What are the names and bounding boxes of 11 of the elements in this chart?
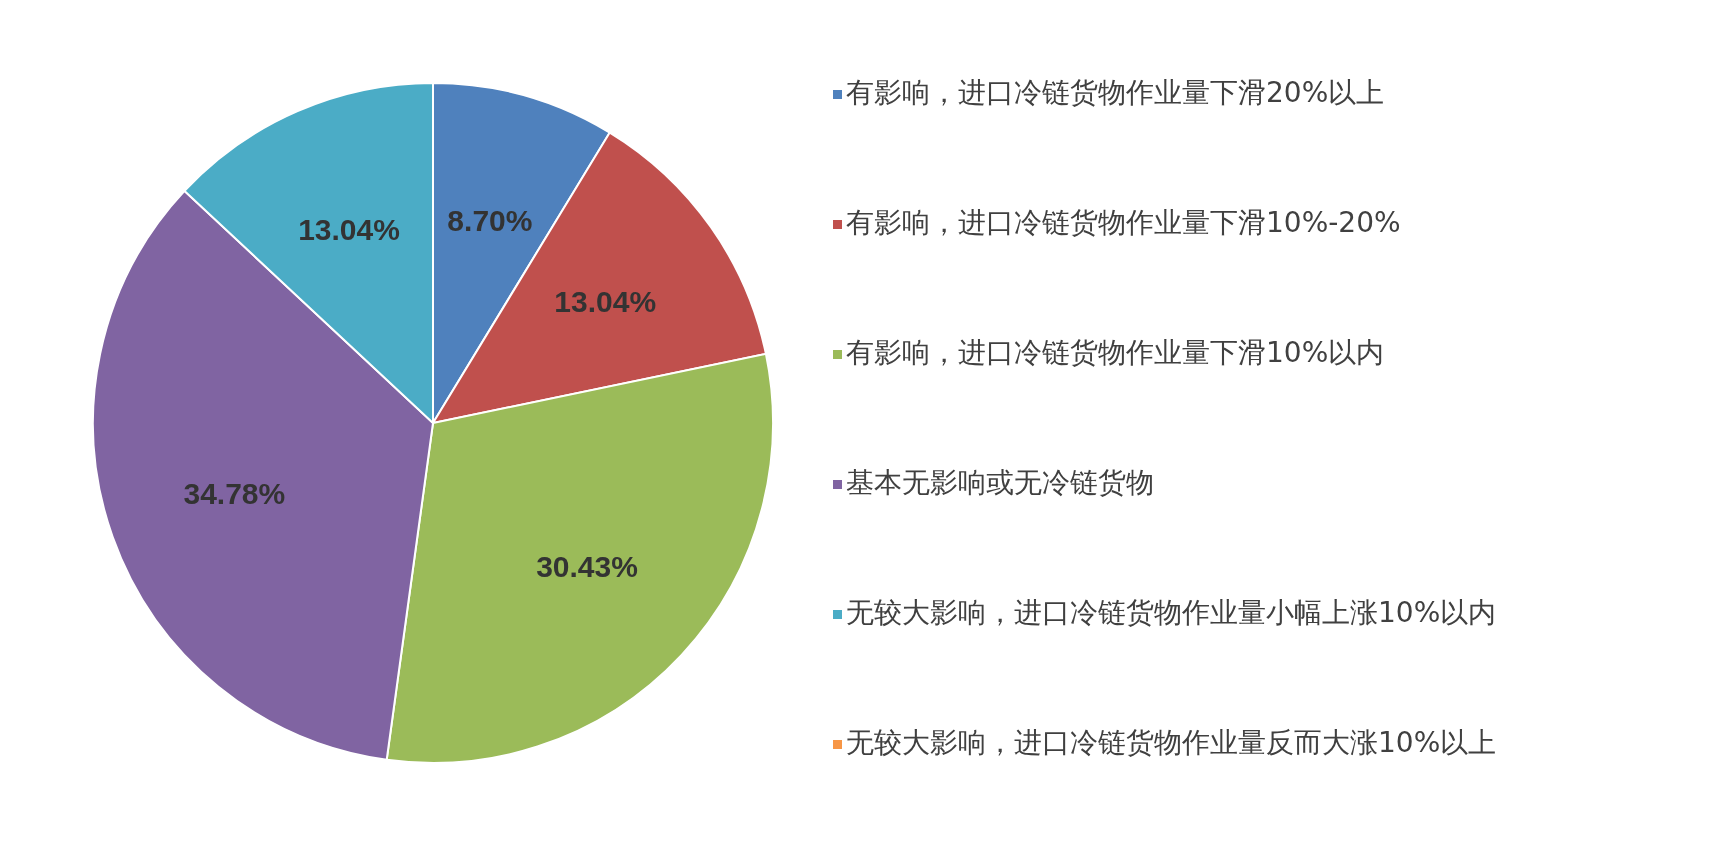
legend-label: 有影响，进口冷链货物作业量下滑10%以内 — [846, 336, 1385, 369]
data-label: 13.04% — [298, 213, 400, 247]
legend-label: 有影响，进口冷链货物作业量下滑10%-20% — [846, 206, 1401, 239]
legend-label: 基本无影响或无冷链货物 — [846, 466, 1154, 499]
legend-label: 无较大影响，进口冷链货物作业量反而大涨10%以上 — [846, 726, 1497, 759]
legend-label: 无较大影响，进口冷链货物作业量小幅上涨10%以内 — [846, 596, 1497, 629]
data-label: 8.70% — [447, 203, 533, 237]
data-label: 34.78% — [183, 477, 286, 511]
data-label: 30.43% — [536, 550, 638, 584]
legend-label: 有影响，进口冷链货物作业量下滑20%以上 — [846, 76, 1385, 109]
data-label: 13.04% — [554, 284, 657, 318]
